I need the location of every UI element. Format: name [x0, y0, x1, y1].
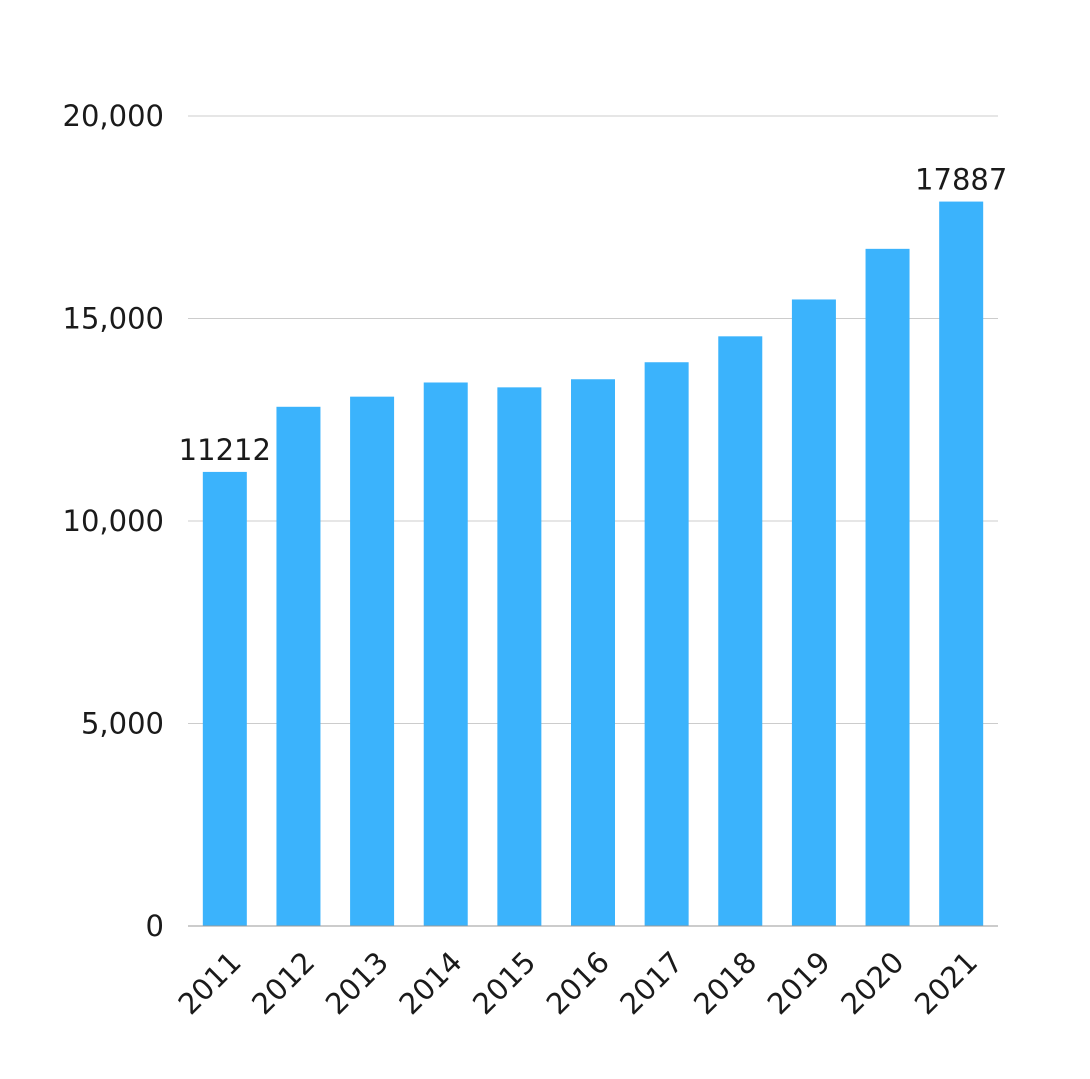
y-axis-ticks: 0 5,000 10,000 15,000 20,000 [63, 99, 164, 943]
bar-2014 [423, 382, 468, 926]
bars [202, 201, 984, 927]
x-tick-label: 2020 [834, 945, 910, 1021]
bar-2011 [202, 471, 247, 926]
data-labels: 11212 17887 [179, 163, 1008, 467]
bar-2017 [644, 362, 689, 926]
x-tick-label: 2018 [687, 945, 763, 1021]
bar-2018 [718, 336, 763, 926]
data-label: 17887 [915, 163, 1007, 197]
bar-2012 [276, 406, 321, 926]
x-tick-label: 2014 [392, 945, 468, 1021]
x-tick-label: 2015 [466, 945, 542, 1021]
x-tick-label: 2017 [613, 945, 689, 1021]
x-tick-label: 2011 [172, 945, 248, 1021]
bar-2013 [350, 396, 395, 926]
y-tick-label: 0 [146, 909, 164, 943]
x-axis-ticks: 2011201220132014201520162017201820192020… [172, 945, 985, 1021]
bar-2020 [865, 248, 910, 927]
y-tick-label: 10,000 [63, 504, 164, 538]
x-tick-label: 2019 [761, 945, 837, 1021]
x-tick-label: 2021 [908, 945, 984, 1021]
bar-2015 [497, 387, 542, 927]
data-label: 11212 [179, 433, 271, 467]
y-tick-label: 20,000 [63, 99, 164, 133]
x-tick-label: 2013 [319, 945, 395, 1021]
y-tick-label: 5,000 [81, 707, 164, 741]
bar-2019 [791, 299, 836, 927]
y-tick-label: 15,000 [63, 302, 164, 336]
x-tick-label: 2016 [540, 945, 616, 1021]
bar-2016 [571, 379, 615, 926]
bar-2021 [939, 201, 984, 926]
x-tick-label: 2012 [245, 945, 321, 1021]
